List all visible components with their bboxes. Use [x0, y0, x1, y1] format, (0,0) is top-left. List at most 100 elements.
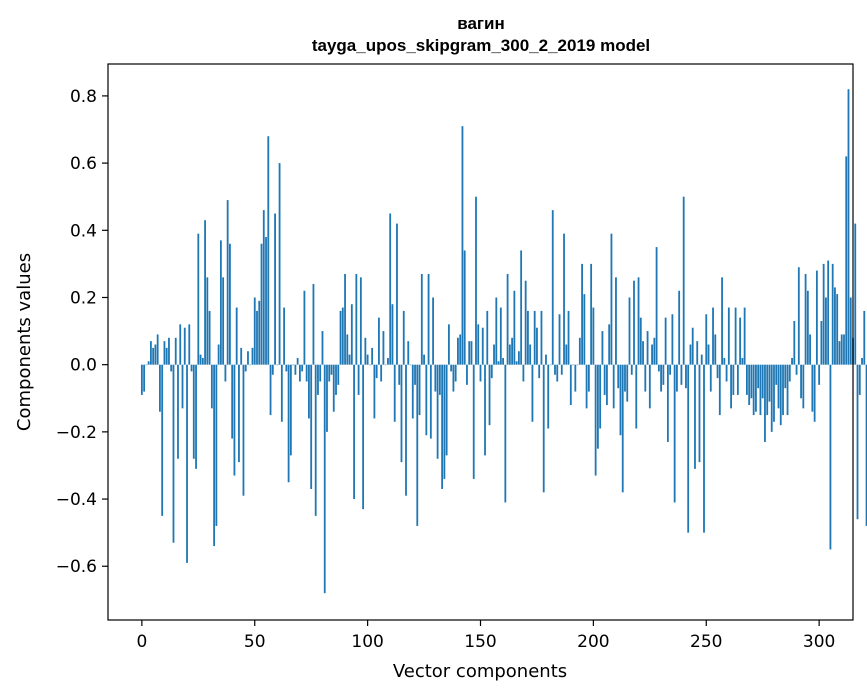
bar: [344, 273, 346, 365]
bar: [154, 344, 157, 365]
bar: [355, 273, 358, 365]
bar: [260, 243, 263, 365]
bar: [648, 364, 651, 409]
bar: [797, 267, 800, 365]
bar: [705, 314, 708, 365]
bar: [639, 317, 642, 365]
bar: [554, 364, 556, 375]
bar: [585, 364, 588, 409]
bar: [233, 364, 236, 476]
bar: [849, 297, 852, 365]
bar: [612, 364, 615, 409]
bar: [815, 270, 818, 365]
bar: [736, 364, 739, 395]
y-axis-label: Components values: [14, 253, 35, 431]
bar: [371, 347, 374, 365]
x-tick-label: 50: [244, 632, 266, 652]
bar: [294, 364, 297, 375]
bar: [766, 364, 769, 416]
bar: [301, 364, 304, 372]
bar: [208, 310, 211, 365]
bar: [517, 351, 520, 365]
bar: [210, 364, 213, 409]
bar: [644, 364, 647, 392]
bar: [450, 364, 453, 372]
bar: [768, 364, 771, 402]
bar: [400, 364, 403, 463]
bar: [791, 357, 793, 365]
bar: [337, 364, 340, 385]
bar: [574, 364, 577, 392]
bar: [326, 364, 328, 432]
bar: [296, 357, 299, 365]
bar: [560, 364, 563, 375]
bar: [793, 321, 796, 365]
bar: [145, 364, 148, 366]
bar: [396, 223, 398, 365]
bar: [813, 364, 816, 422]
bar: [251, 347, 254, 365]
bar: [341, 307, 344, 365]
bar: [375, 364, 378, 379]
bar: [280, 364, 283, 422]
bar: [256, 310, 258, 365]
bar: [635, 364, 638, 429]
bar: [319, 364, 322, 382]
bar: [499, 307, 502, 365]
bar: [411, 364, 414, 419]
bar: [727, 307, 730, 365]
y-tick-label: 0.8: [70, 87, 97, 107]
bar: [298, 364, 301, 382]
bar: [407, 341, 410, 365]
bar: [626, 364, 629, 402]
bar: [197, 233, 200, 365]
bar: [520, 250, 523, 365]
bar: [587, 364, 590, 392]
bar: [229, 243, 231, 365]
bar: [470, 341, 473, 365]
bar: [806, 290, 809, 365]
bar: [213, 364, 216, 547]
bar: [734, 307, 737, 365]
bar: [757, 364, 760, 389]
bar: [506, 273, 509, 365]
bar: [271, 364, 274, 375]
bar: [533, 310, 536, 365]
bar: [624, 364, 626, 392]
bar: [249, 364, 252, 366]
bar: [305, 364, 308, 382]
bar: [420, 273, 423, 365]
bar: [504, 364, 507, 503]
bar: [240, 347, 243, 365]
bar: [529, 344, 532, 365]
bar: [339, 310, 342, 365]
bar: [858, 364, 861, 395]
bar-series: [140, 89, 867, 594]
bar: [152, 347, 155, 365]
bar: [538, 364, 541, 379]
bar: [633, 280, 635, 365]
bar: [418, 364, 421, 416]
bar: [389, 213, 392, 365]
bar: [149, 341, 152, 365]
bar: [775, 364, 778, 385]
bar: [590, 263, 593, 365]
x-axis: 0 50 100 150 200 250 300: [136, 620, 835, 652]
bar: [522, 364, 525, 382]
bar: [619, 364, 622, 436]
bar: [438, 364, 441, 395]
bar: [524, 280, 527, 365]
bar: [682, 196, 685, 365]
bar: [592, 307, 595, 365]
bar: [709, 364, 712, 392]
bar: [398, 364, 401, 385]
bar: [493, 344, 495, 365]
bar: [795, 364, 798, 375]
bar: [558, 314, 561, 365]
chart-title-line1: вагин: [457, 14, 504, 33]
y-tick-label: −0.4: [56, 490, 97, 510]
bar: [678, 290, 681, 365]
bar: [748, 364, 751, 405]
bar: [423, 354, 425, 365]
bar: [838, 341, 841, 365]
